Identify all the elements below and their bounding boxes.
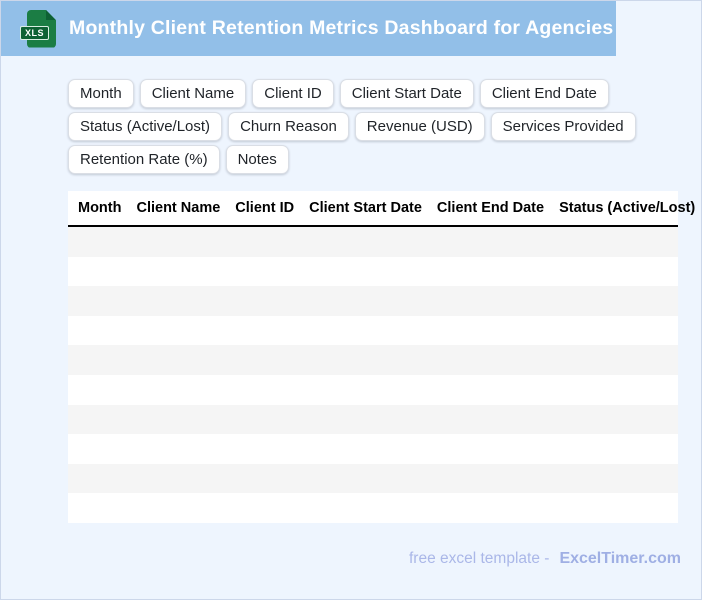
column-chip[interactable]: Client Name bbox=[139, 79, 247, 108]
column-chip[interactable]: Status (Active/Lost) bbox=[68, 112, 223, 141]
table-column-header: Client Start Date bbox=[309, 200, 422, 216]
table-row bbox=[68, 493, 678, 523]
table-row bbox=[68, 463, 678, 494]
table-row bbox=[68, 286, 678, 316]
column-chip[interactable]: Client End Date bbox=[479, 79, 609, 108]
spreadsheet-preview: Month Client Name Client ID Client Start Da… bbox=[68, 191, 695, 523]
table-column-header: Client Name bbox=[136, 200, 221, 216]
footer-label: free excel template - bbox=[409, 549, 550, 567]
table-column-header: Client ID bbox=[235, 200, 295, 216]
column-chips: Month Client Name Client ID Client Start Da… bbox=[68, 79, 678, 174]
column-chip[interactable]: Churn Reason bbox=[228, 112, 349, 141]
table-row bbox=[68, 345, 678, 375]
table-column-header: Status (Active/Lost) bbox=[559, 200, 696, 216]
table-row bbox=[68, 315, 678, 346]
table-column-header: Client End Date bbox=[436, 200, 545, 216]
xls-badge-label: XLS bbox=[20, 25, 50, 40]
footer-brand-link[interactable]: ExcelTimer.com bbox=[559, 549, 681, 567]
table-row bbox=[68, 404, 678, 435]
column-chip[interactable]: Client Start Date bbox=[339, 79, 474, 108]
header-bar: XLS Monthly Client Retention Metrics Das… bbox=[1, 1, 616, 56]
column-chip[interactable]: Retention Rate (%) bbox=[68, 145, 220, 174]
xls-file-icon: XLS bbox=[20, 9, 60, 49]
column-chip[interactable]: Client ID bbox=[252, 79, 334, 108]
column-chip[interactable]: Notes bbox=[225, 145, 289, 174]
column-chip[interactable]: Services Provided bbox=[490, 112, 636, 141]
page-title: Monthly Client Retention Metrics Dashboa… bbox=[69, 17, 614, 39]
table-column-header: Month bbox=[78, 200, 122, 216]
table-row bbox=[68, 227, 678, 257]
footer: free excel template - ExcelTimer.com bbox=[1, 549, 701, 568]
table-row bbox=[68, 374, 678, 405]
column-chip[interactable]: Month bbox=[68, 79, 134, 108]
table-row bbox=[68, 256, 678, 287]
column-chip[interactable]: Revenue (USD) bbox=[354, 112, 485, 141]
table-row bbox=[68, 434, 678, 464]
table-body bbox=[68, 227, 678, 523]
table-header-row: Month Client Name Client ID Client Start Da… bbox=[68, 191, 695, 227]
